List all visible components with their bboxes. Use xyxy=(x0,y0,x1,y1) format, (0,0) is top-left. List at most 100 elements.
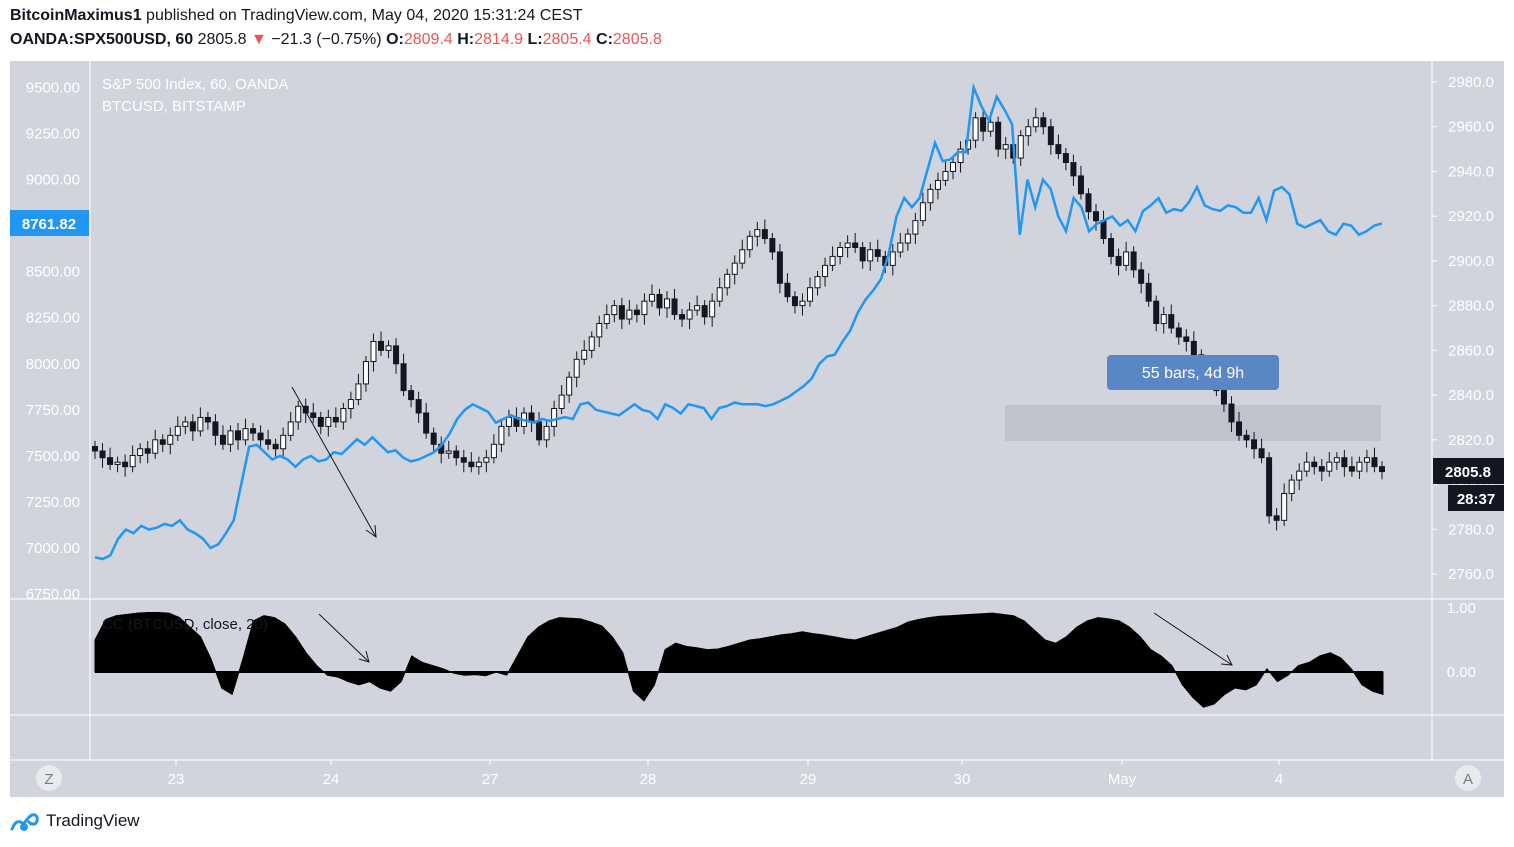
close-label: C: xyxy=(596,31,613,48)
right-axis-tick: 2860.0 xyxy=(1448,342,1494,359)
support-zone[interactable] xyxy=(1005,405,1381,441)
candle-body xyxy=(776,251,783,284)
candle-body xyxy=(934,179,941,190)
candle-body xyxy=(1145,282,1152,302)
candle-body xyxy=(551,408,558,427)
left-axis-tick: 7750.00 xyxy=(26,402,80,419)
candle-body xyxy=(972,117,979,141)
candle-body xyxy=(280,434,287,450)
time-axis-tick: 28 xyxy=(640,771,657,788)
trend-arrow-3[interactable] xyxy=(1153,612,1233,666)
candle-body xyxy=(1108,238,1115,257)
candle-body xyxy=(641,300,648,316)
zoom-button[interactable] xyxy=(36,765,62,791)
brand-name: TradingView xyxy=(46,811,140,830)
open-label: O: xyxy=(386,31,404,48)
indicator-legend[interactable]: CC (BTCUSD, close, 20) xyxy=(102,616,268,633)
candle-body xyxy=(159,439,166,445)
indicator-axis-tick: 0.00 xyxy=(1447,664,1476,681)
candle-body xyxy=(573,358,580,378)
candle-body xyxy=(400,363,407,392)
measure-box[interactable] xyxy=(1107,355,1279,390)
time-axis-tick: 24 xyxy=(323,771,340,788)
candle-body xyxy=(250,428,257,434)
candle-body xyxy=(950,162,956,172)
candle-body xyxy=(799,300,806,307)
candle-body xyxy=(257,432,264,441)
candle-body xyxy=(566,376,573,396)
candle-body xyxy=(1228,403,1235,423)
candle-body xyxy=(1138,269,1145,284)
candle-body xyxy=(859,246,866,262)
time-axis-tick: 23 xyxy=(168,771,185,788)
candle-body xyxy=(754,229,761,237)
candle-body xyxy=(378,340,384,351)
tradingview-logo-icon xyxy=(10,813,39,831)
overlay-series-legend[interactable]: BTCUSD, BITSTAMP xyxy=(102,98,246,115)
candle-body xyxy=(731,262,738,275)
author-name[interactable]: BitcoinMaximus1 xyxy=(10,7,142,24)
candle-body xyxy=(807,287,813,302)
candle-body xyxy=(1093,211,1099,222)
candle-body xyxy=(558,394,565,410)
candle-body xyxy=(814,276,821,289)
cc-indicator-area xyxy=(94,612,1384,708)
candle-body xyxy=(1258,448,1265,459)
candle-body xyxy=(325,416,332,427)
candle-body xyxy=(505,416,512,427)
candle-body xyxy=(1371,457,1378,468)
candle-body xyxy=(1047,126,1054,146)
candle-body xyxy=(99,450,106,459)
candle-body xyxy=(611,305,618,316)
arrow-head-icon xyxy=(358,650,370,663)
trend-arrow-1[interactable] xyxy=(291,386,377,538)
tradingview-brand[interactable]: TradingView xyxy=(10,810,140,832)
candle-body xyxy=(182,421,189,427)
candle-body xyxy=(1055,144,1062,155)
time-axis-tick: 27 xyxy=(482,771,499,788)
candle-body xyxy=(468,461,475,468)
candle-body xyxy=(588,336,595,351)
publish-line: BitcoinMaximus1 published on TradingView… xyxy=(10,7,582,25)
candle-body xyxy=(1153,300,1160,325)
candle-body xyxy=(227,430,234,445)
candle-body xyxy=(332,416,339,423)
candle-body xyxy=(1025,126,1032,137)
candle-body xyxy=(1251,439,1258,450)
candle-body xyxy=(822,264,829,278)
right-axis-tick: 2920.0 xyxy=(1448,208,1494,225)
main-series-legend[interactable]: S&P 500 Index, 60, OANDA xyxy=(102,76,289,93)
right-axis-tick: 2940.0 xyxy=(1448,163,1494,180)
btc-price-badge-text: 8761.82 xyxy=(22,216,76,233)
trend-arrow-2[interactable] xyxy=(318,613,370,663)
candle-body xyxy=(152,439,159,454)
candle-body xyxy=(107,457,114,465)
candle-body xyxy=(746,235,753,251)
candle-body xyxy=(671,298,678,316)
candle-body xyxy=(1123,251,1130,266)
candle-body xyxy=(393,345,400,365)
candle-body xyxy=(897,242,904,253)
candle-body xyxy=(904,233,911,244)
high-value: 2814.9 xyxy=(474,31,524,48)
candle-body xyxy=(912,220,919,235)
candle-body xyxy=(235,430,241,441)
candle-body xyxy=(1333,457,1340,463)
left-axis-tick: 8500.00 xyxy=(26,264,80,281)
chart-canvas[interactable]: 9500.009250.009000.008750.008500.008250.… xyxy=(0,0,1514,800)
candle-body xyxy=(784,282,791,298)
candle-body xyxy=(1077,175,1084,195)
candle-body xyxy=(987,121,994,132)
candle-body xyxy=(483,457,490,463)
candle-body xyxy=(423,412,430,434)
right-axis-tick: 2760.0 xyxy=(1448,566,1494,583)
candle-body xyxy=(995,121,1002,150)
auto-scale-button[interactable] xyxy=(1455,765,1481,791)
candle-body xyxy=(1085,193,1092,213)
candle-body xyxy=(648,293,655,302)
left-axis-tick: 8000.00 xyxy=(26,356,80,373)
left-axis-tick: 7000.00 xyxy=(26,540,80,557)
candle-body xyxy=(1040,117,1047,128)
candle-body xyxy=(122,461,129,468)
right-axis-tick: 2820.0 xyxy=(1448,432,1494,449)
